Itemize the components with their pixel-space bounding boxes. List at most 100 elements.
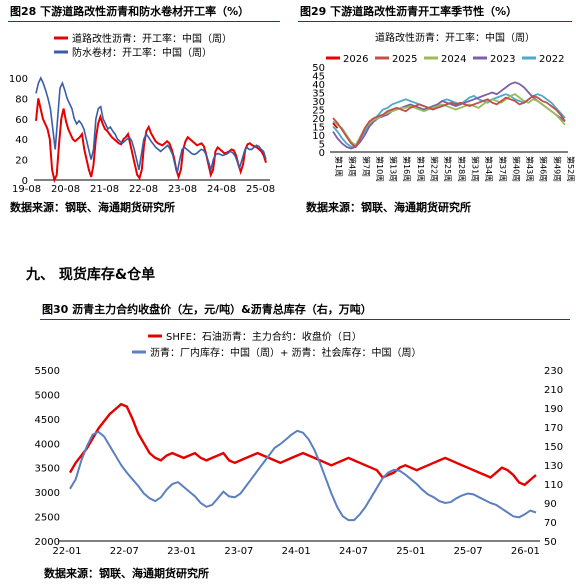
fig30-y-right-tick-label: 170 — [544, 423, 563, 434]
fig30-y-left-tick-label: 2500 — [35, 513, 60, 524]
fig30-y-left-tick-label: 4500 — [35, 415, 60, 426]
fig29-y-tick-label: 30 — [312, 97, 325, 108]
fig30-x-tick-label: 23-01 — [167, 546, 196, 557]
fig29-title: 图29 下游道路改性沥青开工率季节性（%） — [300, 5, 518, 18]
fig29-legend-label: 2026 — [343, 54, 368, 65]
fig29-x-tick-label: 第10周 — [375, 156, 385, 182]
fig29-x-tick-label: 第16周 — [402, 156, 412, 182]
fig30-title: 图30 沥青主力合约收盘价（左，元/吨）&沥青总库存（右，万吨） — [42, 303, 372, 316]
fig29-y-tick-label: 35 — [312, 89, 325, 100]
fig28-source: 数据来源：钢联、海通期货研究所 — [10, 201, 175, 214]
fig30-y-right-tick-label: 230 — [544, 366, 563, 377]
fig30-y-left-tick-label: 3000 — [35, 488, 60, 499]
fig30-x-tick-label: 23-07 — [224, 546, 253, 557]
fig29-x-tick-label: 第25周 — [443, 156, 453, 182]
fig29-x-tick-label: 第34周 — [484, 156, 494, 182]
fig30-source: 数据来源：钢联、海通期货研究所 — [44, 567, 209, 580]
fig28-y-tick-label: 0 — [22, 176, 28, 187]
fig29-x-tick-label: 第13周 — [389, 156, 399, 182]
fig28-y-tick-label: 100 — [9, 74, 28, 85]
fig29-x-tick-label: 第22周 — [430, 156, 440, 182]
fig29-plot: 道路改性沥青：开工率：中国（周）05101520253035404550第1周第… — [312, 31, 576, 182]
fig28-y-tick-label: 60 — [15, 115, 28, 126]
fig30-y-right-tick-label: 150 — [544, 442, 563, 453]
fig28-y-tick-label: 80 — [15, 94, 28, 105]
fig28-title: 图28 下游道路改性沥青和防水卷材开工率（%） — [10, 5, 250, 18]
fig30-x-tick-label: 22-07 — [110, 546, 139, 557]
fig29-x-tick-label: 第37周 — [498, 156, 508, 182]
fig30-y-right-tick-label: 130 — [544, 461, 563, 472]
fig30-title-rule — [40, 319, 570, 320]
fig29-y-tick-label: 25 — [312, 106, 325, 117]
fig29-y-tick-label: 15 — [312, 123, 325, 134]
fig29-series-line — [332, 122, 339, 129]
fig30-plot: 2000 2500 3000 3500 4000 4500 5000 5500 50 70 90 11… — [35, 330, 564, 557]
fig28-x-tick-label: 19-08 — [12, 184, 41, 195]
fig30-series-line — [68, 402, 537, 487]
fig30-y-left-tick-label: 5000 — [35, 390, 60, 401]
fig29-y-tick-label: 50 — [312, 63, 325, 74]
fig29-x-tick-label: 第19周 — [416, 156, 426, 182]
fig30-y-right-tick-label: 190 — [544, 404, 563, 415]
fig30-y-left-tick-label: 3500 — [35, 464, 60, 475]
section-heading: 九、 现货库存&仓单 — [26, 267, 156, 283]
fig29-x-tick-label: 第28周 — [457, 156, 467, 182]
fig30-y-left-tick-label: 4000 — [35, 439, 60, 450]
fig30-legend-label: 沥青：厂内库存：中国（周）+ 沥青：社会库存：中国（周） — [150, 346, 422, 359]
fig29-y-tick-label: 45 — [312, 72, 325, 83]
fig29-subtitle: 道路改性沥青：开工率：中国（周） — [375, 31, 535, 44]
fig29-y-tick-label: 5 — [319, 140, 325, 151]
fig29-x-tick-label: 第31周 — [470, 156, 480, 182]
fig30-y-left-tick-label: 2000 — [35, 537, 60, 548]
fig28-legend-label: 道路改性沥青：开工率：中国（周） — [72, 32, 232, 45]
fig28-y-tick-label: 20 — [15, 156, 28, 167]
fig28-x-tick-label: 20-08 — [51, 184, 80, 195]
fig30-y-right-tick-label: 210 — [544, 385, 563, 396]
fig30-x-tick-label: 24-07 — [339, 546, 368, 557]
fig28-x-tick-label: 24-08 — [207, 184, 236, 195]
fig28-plot: 0 20 40 60 80 100 19-08 20-08 21-08 22-08 23-08 24-… — [9, 32, 275, 195]
fig29-y-tick-label: 0 — [319, 148, 325, 159]
fig29-title-rule — [298, 21, 572, 22]
fig30-x-tick-label: 25-07 — [454, 546, 483, 557]
fig29-legend-label: 2022 — [539, 54, 564, 65]
fig29-series-line — [332, 94, 566, 149]
fig29-y-tick-label: 40 — [312, 80, 325, 91]
fig28-y-tick-label: 40 — [15, 135, 28, 146]
fig28-legend-label: 防水卷材：开工率：中国（周） — [72, 46, 212, 59]
fig29-x-tick-label: 第49周 — [552, 156, 562, 182]
fig29-y-tick-label: 10 — [312, 131, 325, 142]
fig30-y-right-tick-label: 50 — [544, 537, 557, 548]
fig28-series-line — [35, 76, 267, 175]
fig29-x-tick-label: 第40周 — [511, 156, 521, 182]
fig29-legend-label: 2023 — [490, 54, 515, 65]
fig29-y-tick-label: 20 — [312, 114, 325, 125]
fig30-series-line — [69, 429, 537, 522]
fig30-y-right-tick-label: 90 — [544, 499, 557, 510]
fig29-legend-label: 2024 — [441, 54, 466, 65]
fig28-x-tick-label: 25-08 — [246, 184, 275, 195]
fig29-x-tick-label: 第4周 — [348, 156, 358, 177]
fig28-x-tick-label: 22-08 — [129, 184, 158, 195]
fig30-y-left-tick-label: 5500 — [35, 366, 60, 377]
fig30-x-tick-label: 25-01 — [396, 546, 425, 557]
fig28-x-tick-label: 21-08 — [90, 184, 119, 195]
fig30-x-tick-label: 22-01 — [52, 546, 81, 557]
fig29-x-tick-label: 第52周 — [566, 156, 576, 182]
fig28-x-tick-label: 23-08 — [168, 184, 197, 195]
fig28-series-line — [35, 98, 267, 184]
fig30-y-right-tick-label: 110 — [544, 480, 563, 491]
fig29-x-tick-label: 第1周 — [334, 156, 344, 177]
fig30-legend-label: SHFE：石油沥青：主力合约：收盘价（日） — [166, 330, 362, 343]
fig30-x-tick-label: 24-01 — [282, 546, 311, 557]
fig29-source: 数据来源：钢联、海通期货研究所 — [306, 201, 471, 214]
fig29-x-tick-label: 第43周 — [525, 156, 535, 182]
fig29-x-tick-label: 第46周 — [539, 156, 549, 182]
fig28-title-rule — [8, 21, 280, 22]
fig30-y-right-tick-label: 70 — [544, 518, 557, 529]
fig29-x-tick-label: 第7周 — [361, 156, 371, 177]
fig29-legend-label: 2025 — [392, 54, 417, 65]
